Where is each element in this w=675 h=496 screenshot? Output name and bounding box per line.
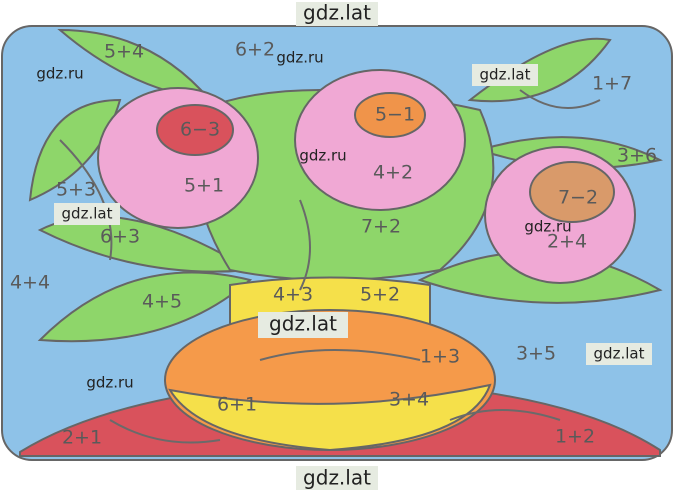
- expression: 6+1: [217, 394, 257, 416]
- watermark: gdz.ru: [276, 49, 323, 67]
- watermark: gdz.ru: [86, 374, 133, 392]
- watermark: gdz.lat: [62, 205, 113, 223]
- expression: 6−3: [180, 119, 220, 141]
- expression: 3+6: [617, 145, 657, 167]
- expression: 3+4: [389, 389, 429, 411]
- expression: 3+5: [516, 343, 556, 365]
- expression: 1+3: [420, 346, 460, 368]
- flowers: [97, 69, 636, 284]
- expression: 4+4: [10, 272, 50, 294]
- expression: 5+3: [56, 179, 96, 201]
- expression: 4+3: [273, 284, 313, 306]
- expression: 5+4: [104, 41, 144, 63]
- watermark: gdz.lat: [594, 345, 645, 363]
- watermark: gdz.lat: [303, 1, 371, 25]
- expression: 2+4: [547, 231, 587, 253]
- watermark-backgrounds: [54, 2, 652, 490]
- watermark: gdz.ru: [524, 218, 571, 236]
- expression: 5−1: [375, 104, 415, 126]
- expression: 1+7: [592, 73, 632, 95]
- expression: 4+2: [373, 162, 413, 184]
- expression: 6+2: [235, 39, 275, 61]
- watermark: gdz.ru: [299, 147, 346, 165]
- expression: 6+3: [100, 226, 140, 248]
- watermark: gdz.lat: [480, 66, 531, 84]
- expression: 7−2: [558, 187, 598, 209]
- watermark: gdz.lat: [269, 312, 337, 336]
- watermark: gdz.lat: [303, 466, 371, 490]
- expression: 5+2: [360, 284, 400, 306]
- expression: 7+2: [361, 216, 401, 238]
- vase: [164, 276, 496, 452]
- watermark: gdz.ru: [36, 65, 83, 83]
- expression: 4+5: [142, 291, 182, 313]
- expression: 2+1: [62, 427, 102, 449]
- expression: 1+2: [555, 426, 595, 448]
- outline-strokes: [59, 89, 601, 444]
- expression: 5+1: [184, 175, 224, 197]
